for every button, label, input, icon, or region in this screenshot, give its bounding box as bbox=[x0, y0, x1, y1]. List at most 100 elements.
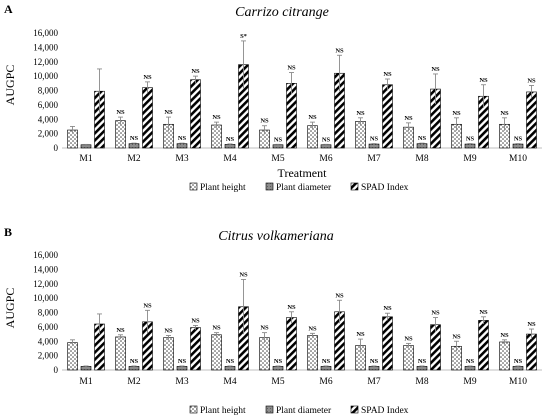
panel-b-significance-label: NS bbox=[404, 335, 413, 342]
panel-b-bar bbox=[190, 327, 201, 371]
panel-a-significance-label: NS bbox=[335, 47, 344, 54]
panel-b-significance-label: NS bbox=[130, 358, 139, 365]
panel-b-significance-label: NS bbox=[143, 302, 152, 309]
panel-b-bar bbox=[416, 366, 428, 371]
panel-b-y-tick-label: 8,000 bbox=[38, 308, 59, 318]
panel-a-category-label: M6 bbox=[319, 154, 332, 164]
panel-b-bar bbox=[526, 333, 537, 371]
panel-a-bar bbox=[142, 87, 153, 149]
panel-a-bar bbox=[224, 144, 236, 149]
panel-b-bar bbox=[307, 335, 318, 371]
panel-a-significance-label: NS bbox=[287, 65, 296, 72]
panel-b-bar bbox=[382, 316, 393, 371]
panel-b-y-tick-label: 6,000 bbox=[38, 322, 59, 332]
panel-a-significance-label: NS bbox=[191, 68, 200, 75]
panel-b-category-label: M6 bbox=[319, 377, 332, 387]
panel-a-significance-label: NS bbox=[431, 66, 440, 73]
panel-a-category-label: M1 bbox=[79, 154, 92, 164]
panel-b-significance-label: NS bbox=[431, 310, 440, 317]
panel-b-significance-label: NS bbox=[274, 358, 283, 365]
panel-a-title: Carrizo citrange bbox=[235, 5, 329, 20]
panel-a-legend-swatch bbox=[265, 182, 274, 191]
panel-b-bar bbox=[512, 366, 524, 371]
panel-a-significance-label: NS bbox=[356, 110, 365, 117]
panel-a-significance-label: NS bbox=[418, 135, 427, 142]
panel-a-significance-label: NS bbox=[452, 110, 461, 117]
panel-a-bar bbox=[355, 121, 366, 149]
panel-a-bar bbox=[416, 143, 428, 149]
panel-a-y-tick-label: 6,000 bbox=[38, 100, 59, 110]
panel-a-bar bbox=[464, 143, 476, 149]
panel-b-significance-label: NS bbox=[500, 332, 509, 339]
panel-a-category-label: M7 bbox=[367, 154, 380, 164]
panel-b-significance-label: NS bbox=[287, 304, 296, 311]
panel-a-y-tick-label: 2,000 bbox=[38, 129, 59, 139]
panel-a-significance-label: NS bbox=[479, 77, 488, 84]
panel-a-category-label: M10 bbox=[509, 154, 527, 164]
panel-b-legend-label: Plant height bbox=[200, 406, 246, 416]
panel-b-significance-label: NS bbox=[335, 292, 344, 299]
panel-a-significance-label: NS bbox=[466, 136, 475, 143]
panel-b-significance-label: NS bbox=[370, 358, 379, 365]
panel-b-legend-swatch bbox=[350, 405, 359, 414]
panel-a-bar bbox=[526, 91, 537, 149]
panel-b-bar bbox=[464, 366, 476, 371]
panel-b-significance-label: NS bbox=[479, 309, 488, 316]
panel-b-legend-label: SPAD Index bbox=[361, 406, 409, 416]
panel-a-y-tick-label: 12,000 bbox=[33, 57, 58, 67]
panel-a-legend-swatch bbox=[189, 182, 198, 191]
panel-a-category-label: M8 bbox=[415, 154, 428, 164]
panel-b-significance-label: NS bbox=[239, 271, 248, 278]
panel-a-bar bbox=[176, 143, 188, 149]
panel-a-y-tick-label: 0 bbox=[54, 143, 59, 153]
panel-b-bar bbox=[272, 366, 284, 371]
panel-b-bar bbox=[176, 366, 188, 371]
panel-b-significance-label: NS bbox=[527, 321, 536, 328]
panel-a-significance-label: NS bbox=[116, 109, 125, 116]
panel-b-significance-label: NS bbox=[356, 331, 365, 338]
panel-a-bar bbox=[368, 143, 380, 149]
panel-b-y-tick-label: 2,000 bbox=[38, 351, 59, 361]
panel-b-significance-label: NS bbox=[452, 333, 461, 340]
panel-b-plot: 0 2,000 4,000 6,000 8,000 10,000 12,000 14,000 1… bbox=[33, 250, 542, 416]
panel-b-y-tick-label: 10,000 bbox=[33, 293, 58, 303]
panel-b-bar bbox=[80, 366, 92, 371]
panel-a-bar bbox=[320, 144, 332, 149]
panel-a-significance-label: NS bbox=[226, 136, 235, 143]
panel-a-significance-label: NS bbox=[500, 110, 509, 117]
panel-a-bar bbox=[128, 143, 140, 149]
panel-b-bar bbox=[499, 341, 510, 371]
panel-a-category-label: M9 bbox=[463, 154, 476, 164]
panel-b-bar bbox=[128, 366, 140, 371]
panel-a-significance-label: NS bbox=[212, 114, 221, 121]
panel-b-bar bbox=[368, 366, 380, 371]
panel-b-significance-label: NS bbox=[191, 317, 200, 324]
panel-a-significance-label: S* bbox=[240, 33, 247, 40]
panel-a-bar bbox=[80, 144, 92, 149]
panel-a-y-tick-label: 16,000 bbox=[33, 28, 58, 38]
panel-b-significance-label: NS bbox=[116, 327, 125, 334]
panel-b-y-tick-label: 16,000 bbox=[33, 250, 58, 260]
panel-b-significance-label: NS bbox=[418, 358, 427, 365]
panel-b-significance-label: NS bbox=[514, 358, 523, 365]
panel-b-category-label: M9 bbox=[463, 377, 476, 387]
panel-a-letter: A bbox=[4, 2, 13, 16]
panel-a-significance-label: NS bbox=[322, 136, 331, 143]
panel-a-significance-label: NS bbox=[527, 77, 536, 84]
panel-a-y-tick-label: 10,000 bbox=[33, 71, 58, 81]
panel-b-bar bbox=[163, 337, 174, 371]
panel-a-significance-label: NS bbox=[143, 74, 152, 81]
panel-b-significance-label: NS bbox=[322, 358, 331, 365]
panel-b-category-label: M10 bbox=[509, 377, 527, 387]
panel-b-y-tick-label: 0 bbox=[54, 365, 59, 375]
panel-a-significance-label: NS bbox=[383, 71, 392, 78]
panel-a-significance-label: NS bbox=[164, 109, 173, 116]
panel-b-category-label: M1 bbox=[79, 377, 92, 387]
panel-b-y-tick-label: 4,000 bbox=[38, 336, 59, 346]
panel-b-significance-label: NS bbox=[164, 328, 173, 335]
panel-b-bar bbox=[320, 366, 332, 371]
panel-a-x-axis-title: Treatment bbox=[278, 166, 328, 180]
panel-b-title: Citrus volkameriana bbox=[218, 229, 334, 244]
panel-a-legend-swatch bbox=[350, 182, 359, 191]
panel-b-bar bbox=[211, 334, 222, 371]
